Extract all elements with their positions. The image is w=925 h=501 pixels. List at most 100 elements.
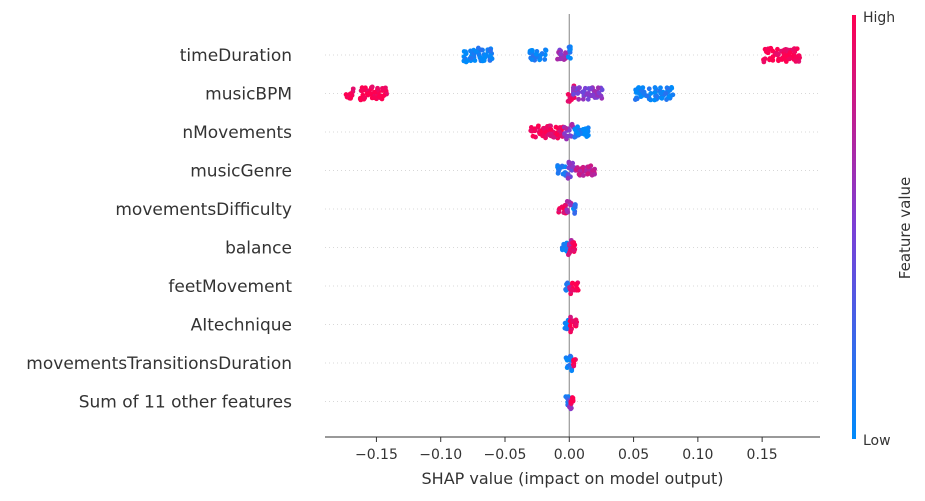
shap-dot bbox=[542, 57, 548, 62]
shap-dot bbox=[536, 123, 541, 129]
shap-dot bbox=[641, 91, 647, 96]
shap-dot bbox=[472, 58, 478, 63]
shap-dot bbox=[563, 321, 569, 327]
colorbar-title: Feature value bbox=[896, 177, 914, 279]
shap-dot bbox=[569, 368, 575, 374]
shap-dot bbox=[529, 57, 535, 62]
shap-dot bbox=[658, 85, 663, 91]
shap-dot bbox=[567, 362, 572, 368]
shap-dot bbox=[570, 280, 576, 286]
shap-dot bbox=[357, 96, 363, 102]
shap-dot bbox=[570, 395, 576, 401]
shap-dot bbox=[792, 49, 798, 55]
shap-dot bbox=[590, 168, 596, 173]
feature-label: musicBPM bbox=[205, 85, 292, 105]
shap-dot bbox=[787, 56, 793, 62]
feature-label: timeDuration bbox=[180, 46, 292, 66]
shap-dot bbox=[595, 85, 601, 91]
shap-dot bbox=[576, 171, 582, 177]
shap-dot bbox=[575, 131, 581, 137]
shap-dot bbox=[533, 51, 539, 57]
shap-dot bbox=[776, 58, 781, 64]
shap-dot bbox=[561, 241, 567, 247]
shap-dot bbox=[347, 91, 353, 97]
shap-dot bbox=[782, 47, 788, 53]
shap-dot bbox=[580, 173, 586, 178]
shap-dot bbox=[570, 318, 576, 324]
shap-dot bbox=[468, 55, 474, 61]
shap-dot bbox=[380, 86, 386, 92]
shap-dot bbox=[364, 91, 370, 97]
shap-dot bbox=[569, 122, 574, 128]
shap-dot bbox=[580, 127, 586, 132]
shap-dots bbox=[343, 44, 803, 412]
shap-dot bbox=[376, 94, 382, 100]
shap-dot bbox=[783, 53, 789, 59]
x-tick-label: −0.05 bbox=[484, 447, 527, 463]
shap-dot bbox=[598, 94, 604, 99]
shap-dot bbox=[560, 171, 566, 177]
shap-dot bbox=[576, 96, 582, 102]
shap-dot bbox=[638, 94, 644, 100]
shap-dot bbox=[557, 166, 562, 172]
colorbar-high-label: High bbox=[863, 10, 895, 26]
shap-dot bbox=[658, 90, 663, 96]
shap-dot bbox=[464, 58, 470, 64]
shap-dot bbox=[765, 48, 771, 54]
shap-dot bbox=[567, 357, 573, 363]
shap-dot bbox=[575, 91, 581, 96]
shap-dot bbox=[537, 57, 542, 63]
feature-label: balance bbox=[225, 239, 292, 259]
shap-dot bbox=[585, 96, 591, 102]
shap-dot bbox=[670, 92, 676, 98]
shap-dot bbox=[767, 57, 772, 63]
shap-dot bbox=[567, 323, 573, 329]
shap-dot bbox=[572, 211, 578, 216]
shap-dot bbox=[636, 85, 642, 90]
shap-dot bbox=[563, 287, 569, 293]
shap-dot bbox=[568, 314, 573, 320]
x-tick-label: 0.00 bbox=[554, 447, 585, 463]
shap-dot bbox=[360, 87, 366, 93]
shap-dot bbox=[565, 175, 571, 181]
shap-dot bbox=[362, 95, 368, 101]
shap-dot bbox=[572, 134, 577, 140]
shap-dot bbox=[481, 58, 487, 63]
shap-dot bbox=[659, 95, 665, 101]
shap-dot bbox=[640, 85, 646, 91]
shap-dot bbox=[793, 54, 799, 60]
shap-dot bbox=[577, 85, 582, 91]
x-axis-label: SHAP value (impact on model output) bbox=[422, 469, 724, 488]
shap-dot bbox=[585, 132, 591, 138]
shap-dot bbox=[482, 52, 488, 58]
shap-dot bbox=[633, 90, 639, 95]
feature-label: AItechnique bbox=[191, 316, 292, 336]
shap-dot bbox=[571, 363, 577, 369]
shap-dot bbox=[475, 45, 481, 51]
feature-label: nMovements bbox=[182, 123, 292, 143]
shap-dot bbox=[568, 329, 573, 335]
shap-dot bbox=[580, 96, 586, 102]
shap-dot bbox=[571, 91, 576, 97]
shap-dot bbox=[551, 134, 557, 140]
shap-dot bbox=[368, 91, 374, 97]
shap-dot bbox=[574, 281, 580, 287]
shap-dot bbox=[558, 56, 564, 62]
shap-dot bbox=[666, 94, 672, 99]
x-tick-label: 0.15 bbox=[747, 447, 778, 463]
shap-dot bbox=[369, 84, 375, 90]
feature-label: Sum of 11 other features bbox=[79, 393, 292, 413]
shap-dot bbox=[652, 97, 658, 103]
shap-dot bbox=[761, 59, 767, 65]
shap-dot bbox=[546, 132, 552, 137]
feature-label: movementsTransitionsDuration bbox=[26, 354, 292, 374]
shap-dot bbox=[571, 85, 576, 91]
x-tick-label: 0.10 bbox=[682, 447, 713, 463]
shap-dot bbox=[567, 47, 573, 53]
shap-dot bbox=[775, 46, 780, 52]
shap-dot bbox=[537, 53, 543, 59]
shap-dot bbox=[599, 87, 605, 93]
shap-dot bbox=[478, 55, 483, 60]
shap-dot bbox=[569, 287, 575, 293]
